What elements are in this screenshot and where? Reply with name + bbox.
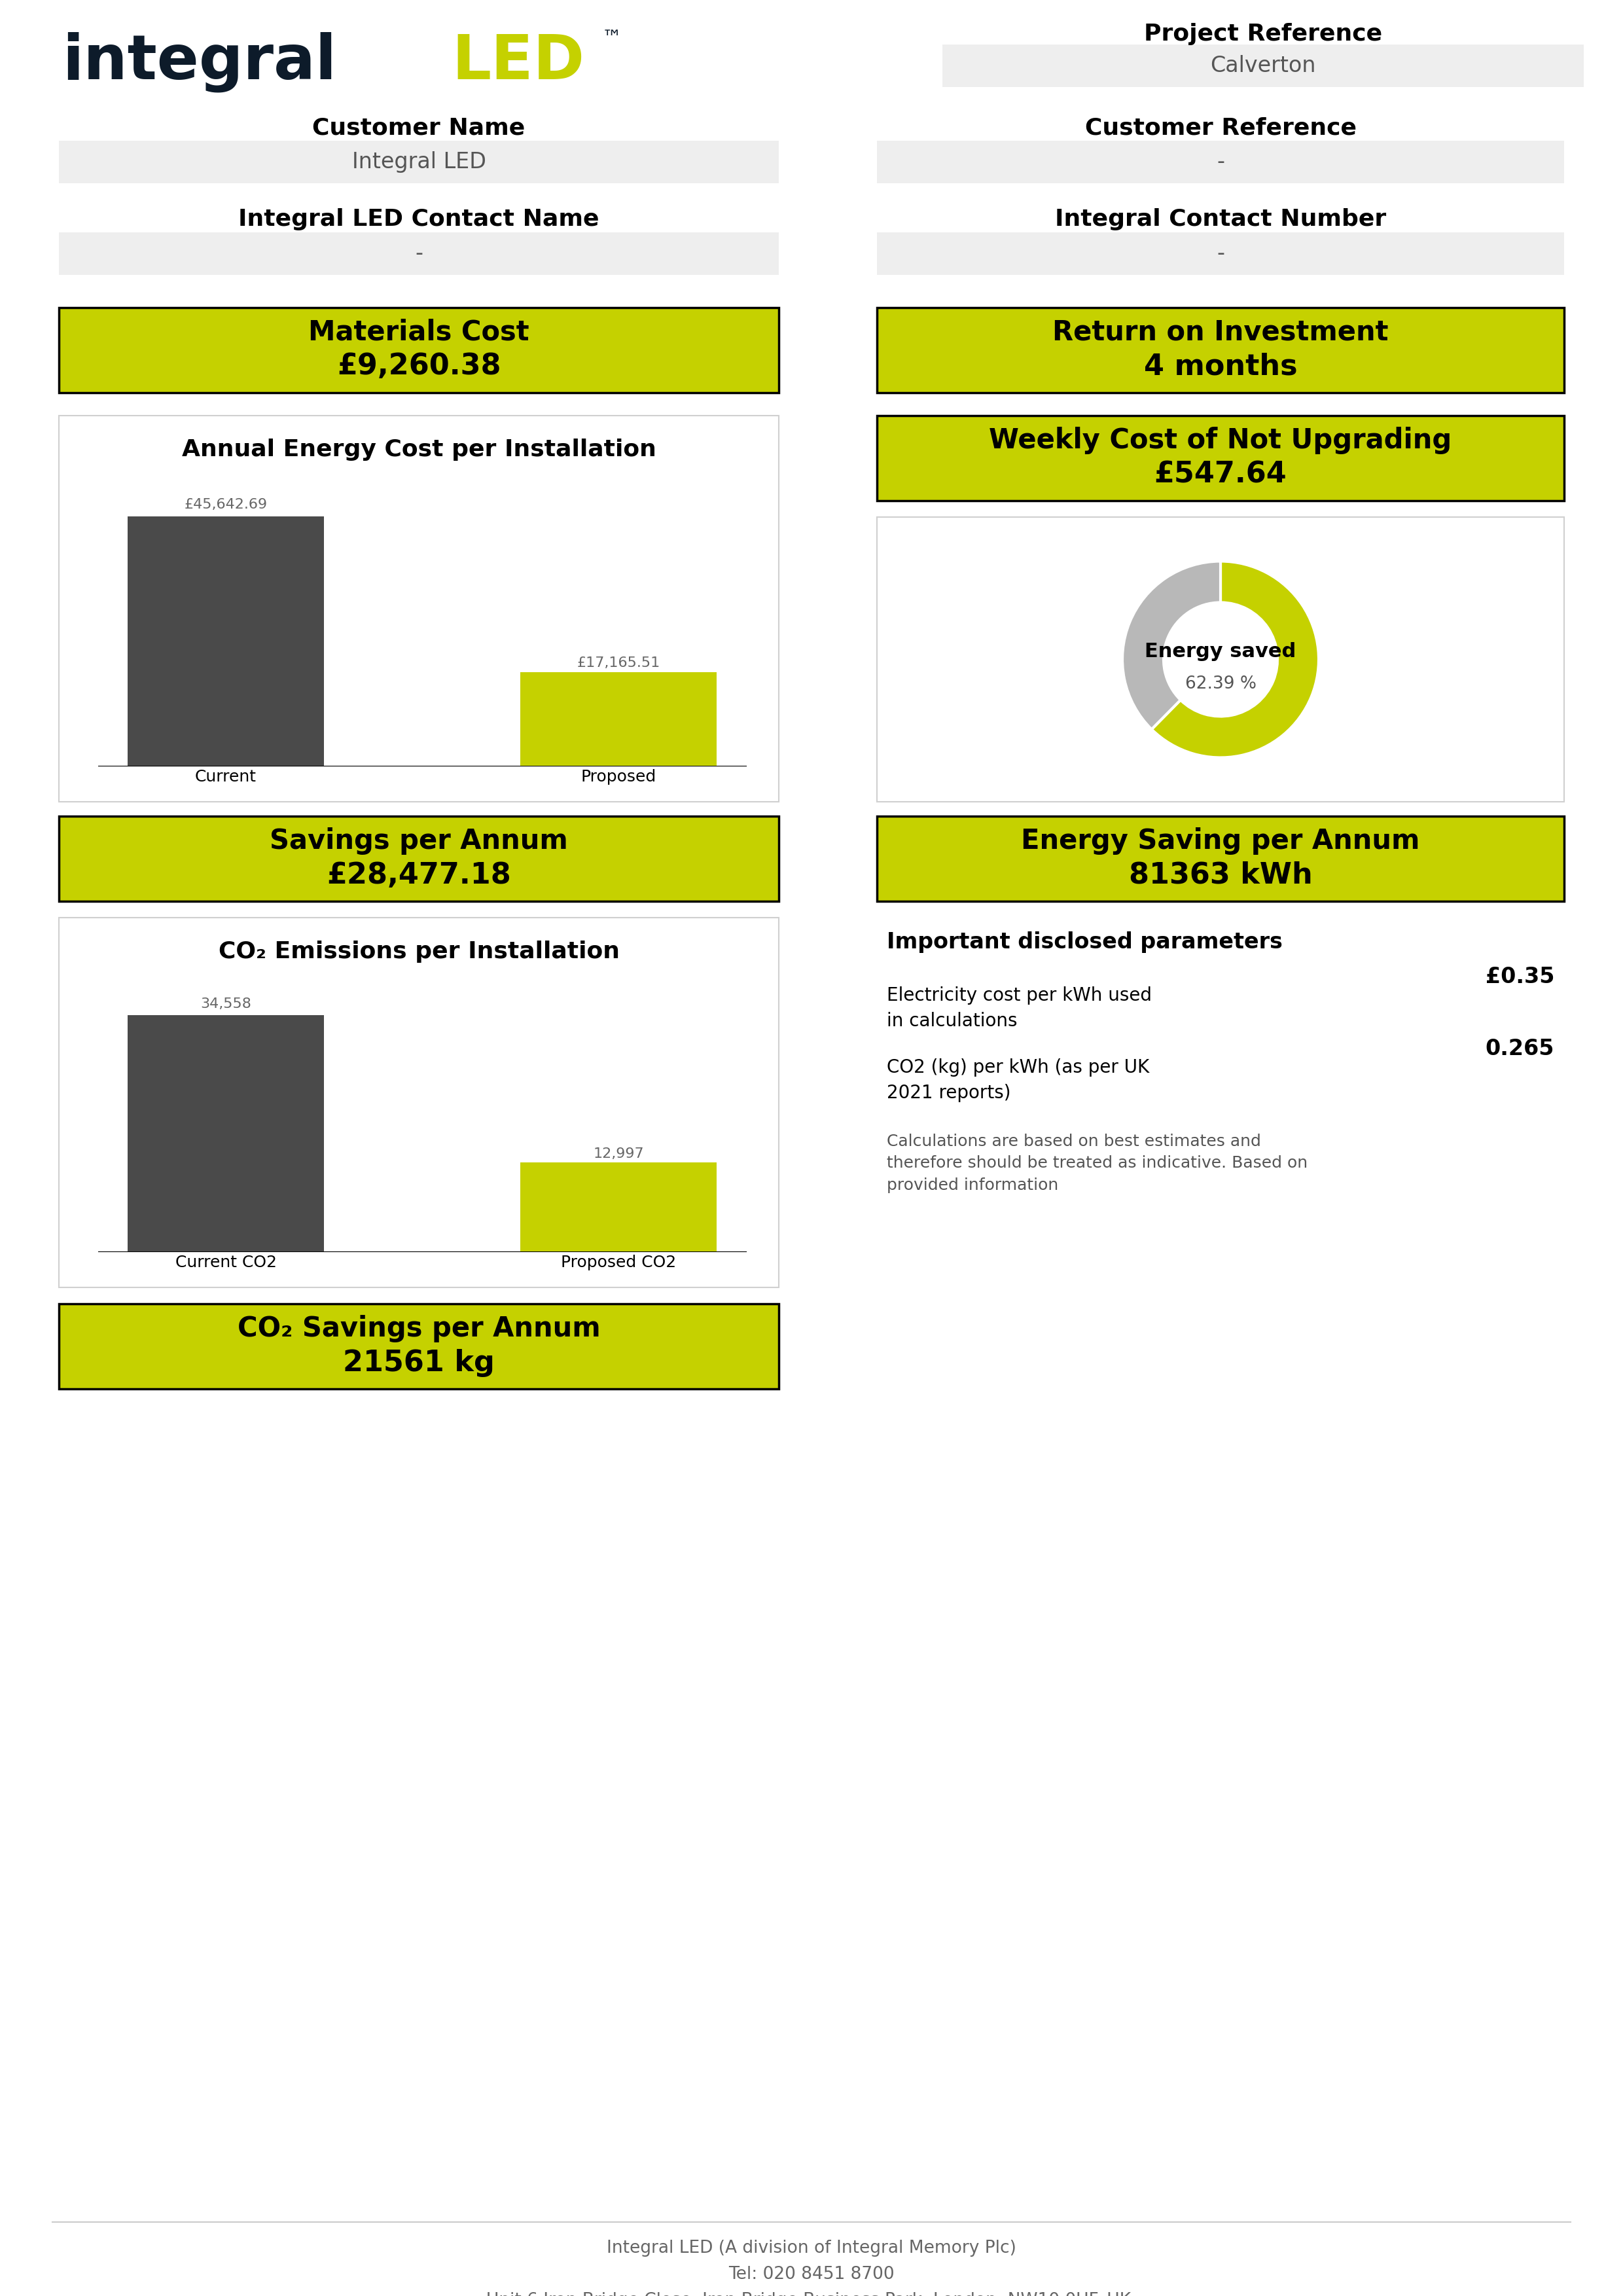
Text: LED: LED	[451, 32, 584, 92]
Text: -: -	[1217, 243, 1224, 264]
Text: Calverton: Calverton	[1211, 55, 1316, 76]
Text: £0.35: £0.35	[1485, 967, 1555, 987]
Bar	[58, 1304, 779, 1389]
Text: Weekly Cost of Not Upgrading: Weekly Cost of Not Upgrading	[988, 427, 1453, 455]
Bar	[58, 308, 779, 393]
Bar	[876, 140, 1565, 184]
Bar	[128, 1015, 325, 1251]
Bar	[58, 918, 779, 1288]
Text: 4 months: 4 months	[1144, 354, 1297, 381]
Bar	[876, 416, 1565, 501]
Text: -: -	[415, 243, 422, 264]
Bar	[128, 517, 325, 767]
Bar	[521, 673, 717, 767]
Text: CO₂ Savings per Annum: CO₂ Savings per Annum	[237, 1316, 601, 1343]
Text: Integral LED: Integral LED	[352, 152, 485, 172]
Bar	[876, 308, 1565, 393]
Text: Project Reference: Project Reference	[1144, 23, 1383, 46]
Text: -: -	[1217, 152, 1224, 172]
Text: Customer Reference: Customer Reference	[1084, 117, 1357, 138]
Bar	[876, 232, 1565, 276]
Text: 62.39 %: 62.39 %	[1185, 675, 1256, 693]
Text: Tel: 020 8451 8700: Tel: 020 8451 8700	[729, 2266, 894, 2282]
Bar	[58, 815, 779, 902]
Text: Energy Saving per Annum: Energy Saving per Annum	[1021, 827, 1420, 854]
Text: 21561 kg: 21561 kg	[342, 1348, 495, 1378]
Text: Important disclosed parameters: Important disclosed parameters	[886, 932, 1282, 953]
Bar	[876, 815, 1565, 902]
Text: £547.64: £547.64	[1154, 461, 1287, 489]
Text: ™: ™	[602, 30, 622, 48]
Bar	[943, 44, 1584, 87]
Text: £28,477.18: £28,477.18	[326, 861, 511, 889]
Text: CO2 (kg) per kWh (as per UK
2021 reports): CO2 (kg) per kWh (as per UK 2021 reports…	[886, 1058, 1149, 1102]
Text: £17,165.51: £17,165.51	[576, 657, 661, 670]
Text: CO₂ Emissions per Installation: CO₂ Emissions per Installation	[217, 941, 620, 962]
Wedge shape	[1152, 560, 1318, 758]
Text: Integral Contact Number: Integral Contact Number	[1055, 209, 1386, 230]
Text: £45,642.69: £45,642.69	[183, 498, 268, 512]
Text: Energy saved: Energy saved	[1144, 643, 1297, 661]
Bar	[876, 517, 1565, 801]
Text: Annual Energy Cost per Installation: Annual Energy Cost per Installation	[182, 439, 656, 461]
Wedge shape	[1123, 560, 1220, 730]
Text: integral: integral	[62, 32, 336, 92]
Text: Unit 6 Iron Bridge Close, Iron Bridge Business Park, London, NW10 0UF. UK.: Unit 6 Iron Bridge Close, Iron Bridge Bu…	[487, 2291, 1136, 2296]
Text: 12,997: 12,997	[592, 1148, 644, 1159]
Text: Calculations are based on best estimates and
therefore should be treated as indi: Calculations are based on best estimates…	[886, 1134, 1308, 1194]
Text: £9,260.38: £9,260.38	[338, 354, 502, 381]
Text: Integral LED (A division of Integral Memory Plc): Integral LED (A division of Integral Mem…	[607, 2239, 1016, 2257]
Text: Electricity cost per kWh used
in calculations: Electricity cost per kWh used in calcula…	[886, 987, 1152, 1031]
Text: Savings per Annum: Savings per Annum	[269, 827, 568, 854]
Text: Return on Investment: Return on Investment	[1052, 319, 1389, 347]
Text: Customer Name: Customer Name	[312, 117, 526, 138]
Bar	[58, 416, 779, 801]
Text: 34,558: 34,558	[200, 996, 252, 1010]
Text: 0.265: 0.265	[1485, 1038, 1555, 1058]
Text: Materials Cost: Materials Cost	[308, 319, 529, 347]
Bar	[58, 140, 779, 184]
Bar	[521, 1162, 717, 1251]
Text: Integral LED Contact Name: Integral LED Contact Name	[239, 209, 599, 230]
Bar	[58, 232, 779, 276]
Text: 81363 kWh: 81363 kWh	[1128, 861, 1313, 889]
